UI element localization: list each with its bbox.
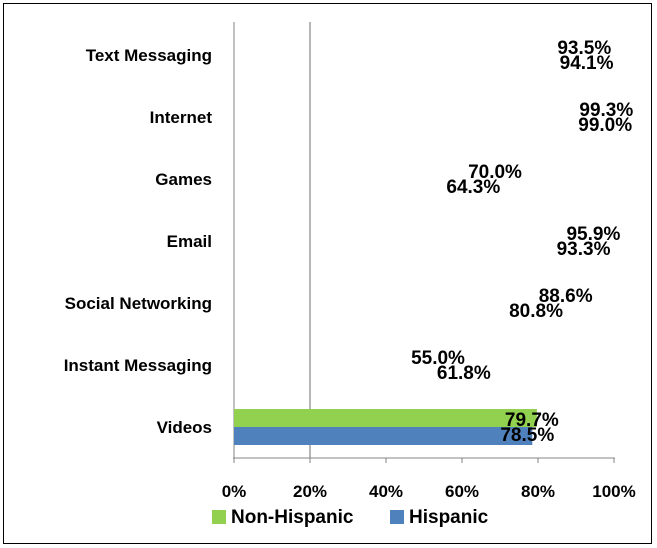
data-label-hispanic-videos: 78.5%	[500, 425, 554, 446]
data-label-non-hispanic-social-networking: 88.6%	[539, 286, 593, 307]
category-label-games: Games	[155, 170, 212, 189]
data-label-non-hispanic-games: 70.0%	[468, 162, 522, 183]
bar-non-hispanic-videos	[234, 409, 537, 427]
legend-label-non-hispanic: Non-Hispanic	[231, 507, 354, 528]
x-tick-label-60: 60%	[445, 482, 479, 501]
legend-swatch-hispanic	[390, 510, 404, 524]
x-tick-label-100: 100%	[592, 482, 635, 501]
data-label-non-hispanic-email: 95.9%	[566, 224, 620, 245]
data-label-hispanic-internet: 99.0%	[578, 115, 632, 136]
category-label-instant-messaging: Instant Messaging	[64, 356, 212, 375]
legend-label-hispanic: Hispanic	[409, 507, 489, 528]
category-label-email: Email	[167, 232, 212, 251]
category-label-internet: Internet	[150, 108, 213, 127]
data-label-hispanic-email: 93.3%	[557, 239, 611, 260]
x-tick-label-20: 20%	[293, 482, 327, 501]
data-label-hispanic-text-messaging: 94.1%	[560, 53, 614, 74]
data-label-non-hispanic-instant-messaging: 55.0%	[411, 348, 465, 369]
chart-frame	[3, 3, 652, 544]
data-label-non-hispanic-videos: 79.7%	[505, 410, 559, 431]
x-tick-label-80: 80%	[521, 482, 555, 501]
data-label-hispanic-games: 64.3%	[446, 177, 500, 198]
data-label-hispanic-instant-messaging: 61.8%	[437, 363, 491, 384]
category-label-social-networking: Social Networking	[65, 294, 212, 313]
data-label-non-hispanic-text-messaging: 93.5%	[557, 38, 611, 59]
bar-hispanic-videos	[234, 427, 533, 445]
x-tick-label-0: 0%	[222, 482, 247, 501]
data-label-non-hispanic-internet: 99.3%	[579, 100, 633, 121]
category-label-text-messaging: Text Messaging	[86, 46, 212, 65]
category-label-videos: Videos	[157, 418, 212, 437]
legend-swatch-non-hispanic	[212, 510, 226, 524]
x-tick-label-40: 40%	[369, 482, 403, 501]
data-label-hispanic-social-networking: 80.8%	[509, 301, 563, 322]
